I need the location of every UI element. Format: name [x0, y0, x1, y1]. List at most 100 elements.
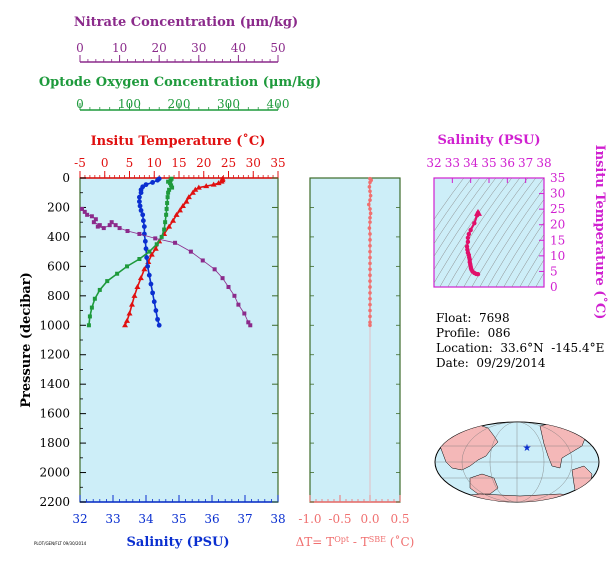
oxygen-point — [168, 178, 173, 183]
pressure-tick-label: 200 — [47, 200, 70, 214]
salinity-point — [137, 199, 142, 204]
nitrate-point — [242, 311, 247, 316]
nitrate-point — [117, 226, 122, 231]
temperature-point — [126, 310, 133, 316]
delta-t-point — [367, 202, 371, 207]
ts-x-tick-label: 38 — [536, 156, 551, 170]
salinity-tick-label: 36 — [204, 512, 219, 526]
ts-surface-marker — [474, 208, 482, 216]
salinity-point — [138, 190, 144, 196]
nitrate-tick-label: 0 — [76, 41, 84, 55]
nitrate-point — [248, 323, 253, 328]
oxygen-point — [97, 287, 102, 292]
density-contour-line — [495, 210, 544, 287]
ts-x-tick-label: 32 — [426, 156, 441, 170]
nitrate-point — [226, 284, 231, 289]
ts-point — [472, 220, 477, 226]
delta-t-point — [368, 279, 372, 283]
ts-y-tick-label: 35 — [550, 171, 565, 185]
temperature-point — [189, 189, 196, 195]
salinity-point — [153, 308, 159, 313]
float-id: Float: 7698 — [436, 311, 510, 325]
salinity-point — [143, 246, 149, 252]
float-location-marker: ★ — [523, 443, 532, 454]
nitrate-point — [95, 224, 100, 229]
temperature-point — [173, 211, 180, 217]
nitrate-point — [188, 249, 193, 254]
oxygen-point — [166, 190, 171, 195]
salinity-point — [142, 238, 148, 244]
oxygen-tick-label: 200 — [168, 97, 191, 111]
density-contour-line — [434, 178, 473, 232]
temperature-axis-title: Insitu Temperature (˚C) — [91, 133, 266, 149]
delta-t-point — [368, 180, 372, 185]
salinity-point — [141, 224, 147, 230]
nitrate-tick-label: 50 — [270, 41, 285, 55]
temperature-point — [128, 301, 135, 307]
pressure-tick-label: 2200 — [39, 495, 70, 509]
oxygen-point — [169, 183, 174, 188]
nitrate-point — [212, 267, 217, 272]
ts-y-tick-label: 5 — [550, 264, 558, 278]
delta-t-point — [368, 232, 372, 236]
salinity-point — [145, 263, 151, 269]
temperature-point — [166, 223, 173, 229]
nitrate-point — [109, 220, 114, 225]
delta-t-plot-area — [309, 177, 401, 503]
density-contours — [434, 178, 544, 287]
nitrate-axis-title: Nitrate Concentration (μm/kg) — [74, 15, 298, 30]
oxygen-point — [165, 201, 170, 206]
nitrate-point — [79, 206, 84, 211]
oxygen-point — [165, 195, 170, 200]
temperature-tick-label: 25 — [221, 156, 236, 170]
salinity-axis-title: Salinity (PSU) — [127, 535, 230, 550]
oxygen-point — [164, 206, 169, 211]
oxygen-point — [92, 296, 97, 301]
temperature-point — [131, 292, 138, 298]
temperature-point — [124, 317, 131, 323]
ts-x-tick-label: 33 — [445, 156, 460, 170]
density-contour-line — [479, 187, 544, 287]
salinity-point — [140, 218, 146, 224]
delta-t-point — [368, 323, 372, 328]
temperature-point — [170, 217, 177, 223]
salinity-point — [155, 177, 160, 183]
delta-t-axis-title: ΔT= TOpt - TSBE (˚C) — [296, 534, 415, 549]
salinity-tick-label: 33 — [105, 512, 120, 526]
delta-t-point — [368, 198, 372, 202]
salinity-tick-label: 34 — [138, 512, 154, 526]
temperature-point — [179, 202, 186, 208]
temperature-tick-label: 35 — [270, 156, 285, 170]
salinity-point — [138, 208, 144, 213]
salinity-point — [144, 255, 150, 260]
salinity-point — [137, 203, 143, 209]
density-contour-line — [434, 178, 481, 245]
salinity-point — [156, 322, 162, 328]
nitrate-point — [173, 240, 178, 245]
nitrate-point — [125, 229, 130, 234]
temperature-tick-label: 5 — [126, 156, 134, 170]
temperature-point — [203, 183, 210, 189]
pressure-tick-label: 600 — [47, 259, 70, 273]
main-profile-chart: 32 33 34 35 36 37 38-5 0 5 10 15 20 25 30 350 100 200 300… — [39, 41, 289, 526]
pressure-tick-label: 1600 — [39, 407, 70, 421]
oxygen-point — [147, 249, 152, 254]
oxygen-tick-label: 0 — [76, 97, 84, 111]
density-contour-line — [434, 178, 497, 270]
nitrate-point — [93, 217, 98, 222]
delta-t-point — [368, 193, 373, 198]
oxygen-point — [162, 227, 167, 232]
density-contour-line — [511, 233, 544, 287]
ts-y-tick-label: 0 — [550, 280, 558, 294]
temperature-point — [141, 266, 148, 272]
location: Location: 33.6°N -145.4°E — [436, 341, 605, 355]
oxygen-point — [167, 187, 172, 192]
delta-t-tick-label: 0.0 — [360, 512, 379, 526]
salinity-point — [148, 281, 154, 287]
nitrate-tick-label: 40 — [231, 41, 246, 55]
ts-x-tick-label: 36 — [500, 156, 515, 170]
oxygen-point — [170, 185, 175, 190]
nitrate-point — [200, 258, 205, 263]
delta-t-point — [368, 215, 372, 220]
